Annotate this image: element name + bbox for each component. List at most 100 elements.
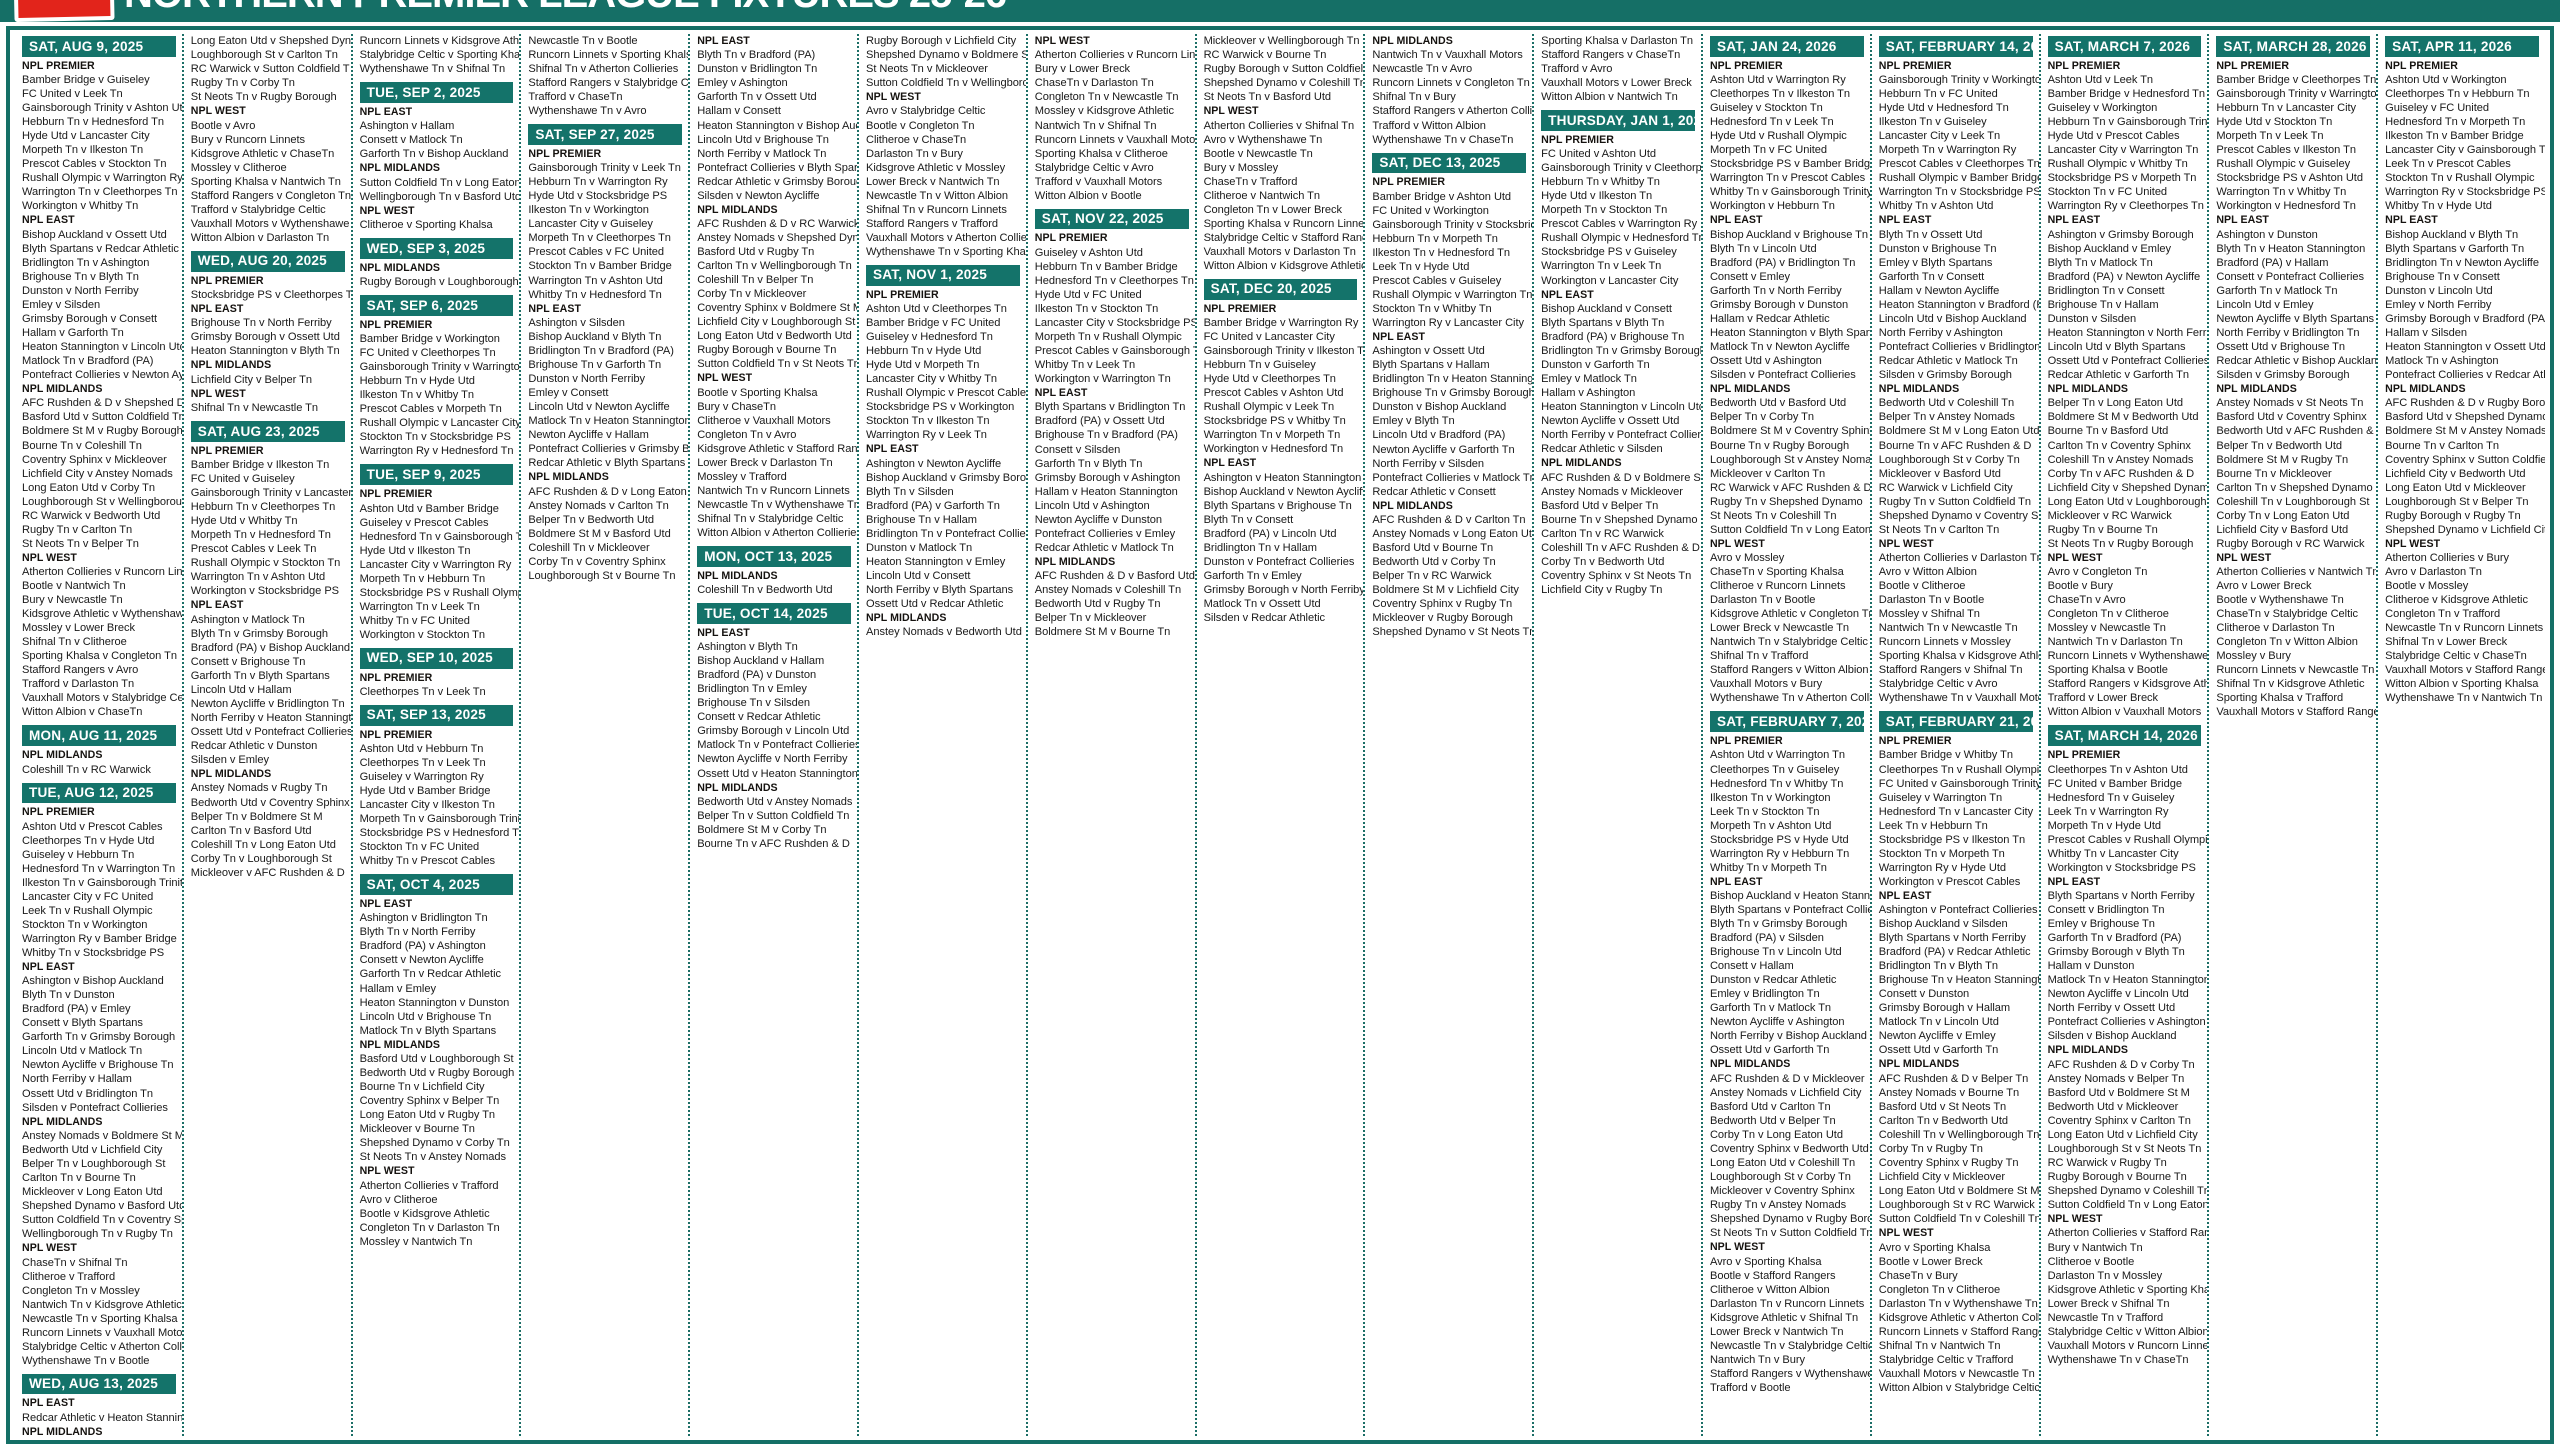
fixture-row: Emley v Brighouse Tn [2047, 918, 2155, 931]
date-header: SAT, AUG 9, 2025 [22, 36, 176, 57]
fixture-row: Avro v Congleton Tn [2047, 566, 2148, 579]
fixture-row: Boldmere St M v Rugby Borough [22, 425, 182, 438]
fixture-row: Hallam v Ashington [1541, 387, 1636, 400]
fixture-row: Leek Tn v Hyde Utd [1372, 260, 1470, 273]
fixture-row: Redcar Athletic v Grimsby Borough [697, 175, 857, 188]
fixture-row: Ashington v Newton Aycliffe [865, 457, 1002, 470]
fixture-row: AFC Rushden & D v Corby Tn [2047, 1058, 2195, 1071]
fixture-row: North Ferriby v Ashington [1878, 326, 2003, 339]
division-header: NPL MIDLANDS [865, 611, 947, 624]
fixtures-column: NPL EAST Blyth Tn v Bradford (PA) Dunston … [688, 34, 857, 1436]
fixture-row: Morpeth Tn v Rushall Olympic [1034, 330, 1182, 343]
fixture-row: Lincoln Utd v Bradford (PA) [1372, 429, 1506, 442]
fixture-row: Bishop Auckland v Blyth Tn [528, 330, 662, 343]
fixture-row: Avro v Lower Breck [2216, 580, 2312, 593]
fixture-row: Belper Tn v Anstey Nomads [1878, 411, 2015, 424]
fixture-row: Clitheroe v ChaseTn [865, 133, 967, 146]
fixture-row: Gainsborough Trinity v Ilkeston Tn [1203, 344, 1364, 357]
fixture-row: RC Warwick v Lichfield City [1878, 481, 2013, 494]
fixture-row: AFC Rushden & D v RC Warwick [697, 218, 857, 231]
fixture-row: Grimsby Borough v North Ferriby [1203, 583, 1364, 596]
fixtures-column: Long Eaton Utd v Shepshed Dynamo Loughbor… [181, 34, 351, 1436]
fixture-row: Bishop Auckland v Silsden [1878, 918, 2008, 931]
fixture-row: Stalybridge Celtic v ChaseTn [2385, 650, 2527, 663]
fixture-row: Hallam v Dunston [2047, 960, 2135, 973]
fixture-row: Anstey Nomads v Lichfield City [1709, 1086, 1862, 1099]
fixture-row: Nantwich Tn v Bury [1709, 1353, 1806, 1366]
fixture-row: Anstey Nomads v Boldmere St M [22, 1129, 182, 1142]
fixture-row: Rushall Olympic v Lancaster City [359, 417, 520, 430]
fixture-row: Leek Tn v Rushall Olympic [22, 904, 153, 917]
fixture-row: Newton Aycliffe v Blyth Spartans [2216, 312, 2375, 325]
fixture-row: Stalybridge Celtic v Witton Albion [2047, 1325, 2208, 1338]
fixture-row: ChaseTn v Bury [1878, 1269, 1958, 1282]
fixture-row: North Ferriby v Blyth Spartans [865, 583, 1014, 596]
fixture-row: AFC Rushden & D v Belper Tn [1878, 1072, 2029, 1085]
fixture-row: Ashington v Blyth Tn [697, 641, 798, 654]
fixture-row: Congleton Tn v Mossley [22, 1284, 140, 1297]
fixture-row: Grimsby Borough v Blyth Tn [2047, 946, 2185, 959]
fixture-row: Guiseley v Hebburn Tn [22, 848, 135, 861]
fixture-row: Bishop Auckland v Grimsby Borough [865, 471, 1026, 484]
fixture-row: Prescot Cables v FC United [528, 246, 664, 259]
fixture-row: Consett v Matlock Tn [359, 134, 463, 147]
fixture-row: Whitby Tn v Stocksbridge PS [22, 946, 165, 959]
fixture-row: Boldmere St M v Corby Tn [697, 823, 827, 836]
fixtures-column: SAT, FEBRUARY 14, 2026 NPL PREMIER Gainsbo… [1869, 34, 2039, 1436]
fixture-row: Lower Breck v Nantwich Tn [1709, 1325, 1844, 1338]
division-header: NPL EAST [2047, 214, 2101, 227]
fixture-row: Heaton Stannington v Dunston [359, 996, 510, 1009]
fixture-row: Coventry Sphinx v Carlton Tn [2047, 1114, 2191, 1127]
fixture-row: Hallam v Garforth Tn [22, 326, 124, 339]
fixture-row: Stalybridge Celtic v Atherton Collieries [22, 1340, 182, 1353]
fixture-row: Lower Breck v Nantwich Tn [865, 175, 1000, 188]
fixture-row: Ashington v Heaton Stannington [1203, 471, 1362, 484]
fixture-row: St Neots Tn v Belper Tn [22, 537, 139, 550]
fixture-row: Stocksbridge PS v Workington [865, 401, 1015, 414]
fixture-row: Bishop Auckland v Emley [2047, 242, 2171, 255]
fixture-row: Clitheroe v Vauxhall Motors [697, 414, 831, 427]
fixture-row: Emley v Blyth Tn [1372, 415, 1455, 428]
fixture-row: Belper Tn v Long Eaton Utd [2047, 397, 2183, 410]
fixture-row: Garforth Tn v Consett [1878, 270, 1985, 283]
fixture-row: Stafford Rangers v Shifnal Tn [1878, 664, 2023, 677]
fixture-row: Hebburn Tn v Hyde Utd [865, 344, 982, 357]
fixture-row: Newcastle Tn v Stalybridge Celtic [1709, 1339, 1870, 1352]
fixture-row: Darlaston Tn v Bootle [1709, 594, 1816, 607]
fixture-row: Newton Aycliffe v Ossett Utd [1541, 415, 1680, 428]
fixture-row: Grimsby Borough v Lincoln Utd [697, 725, 850, 738]
fixture-row: Bourne Tn v AFC Rushden & D [697, 837, 850, 850]
fixture-row: Shepshed Dynamo v Boldmere St M [865, 49, 1026, 62]
fixture-row: Dunston v Matlock Tn [865, 541, 973, 554]
fixture-row: Matlock Tn v Lincoln Utd [1878, 1016, 1999, 1029]
fixture-row: Hednesford Tn v Gainsborough Trinity [359, 530, 520, 543]
fixture-row: Shepshed Dynamo v Corby Tn [359, 1137, 510, 1150]
fixture-row: Rugby Borough v Bourne Tn [697, 344, 837, 357]
division-header: NPL EAST [1203, 457, 1257, 470]
date-header: TUE, SEP 9, 2025 [359, 464, 514, 486]
fixture-row: Bury v Lower Breck [1034, 63, 1131, 76]
fixture-row: Newcastle Tn v Trafford [2047, 1311, 2164, 1324]
fixture-row: Basford Utd v Coventry Sphinx [2216, 411, 2367, 424]
fixture-row: North Ferriby v Ossett Utd [2047, 1002, 2176, 1015]
fixture-row: Anstey Nomads v Shepshed Dynamo [697, 232, 857, 245]
fixture-row: Bridlington Tn v Heaton Stannington [1372, 373, 1533, 386]
fixture-row: Stockton Tn v FC United [359, 841, 480, 854]
division-header: NPL MIDLANDS [22, 1425, 103, 1436]
fixture-row: Mossley v Clitheroe [190, 161, 287, 174]
fixture-row: Silsden v Newton Aycliffe [697, 189, 820, 202]
fixture-row: Newton Aycliffe v Lincoln Utd [2047, 988, 2189, 1001]
fixture-row: Lancaster City v Whitby Tn [865, 373, 998, 386]
fixture-row: Clitheroe v Runcorn Linnets [1709, 580, 1846, 593]
division-header: NPL EAST [359, 898, 413, 910]
fixture-row: Corby Tn v Long Eaton Utd [2216, 509, 2350, 522]
fixture-row: Blyth Tn v Ossett Utd [1878, 228, 1983, 241]
fixture-row: Mossley v Trafford [697, 470, 787, 483]
fixture-row: Stocksbridge PS v Ashton Utd [2216, 172, 2363, 185]
fixture-row: North Ferriby v Silsden [1372, 457, 1485, 470]
fixture-row: Lichfield City v Loughborough St [697, 316, 856, 329]
fixture-row: Brighouse Tn v Garforth Tn [528, 359, 662, 371]
fixture-row: Silsden v Grimsby Borough [1878, 369, 2012, 382]
division-header: NPL PREMIER [2216, 59, 2290, 72]
fixtures-column: Mickleover v Wellingborough Tn RC Warwick… [1194, 34, 1364, 1436]
